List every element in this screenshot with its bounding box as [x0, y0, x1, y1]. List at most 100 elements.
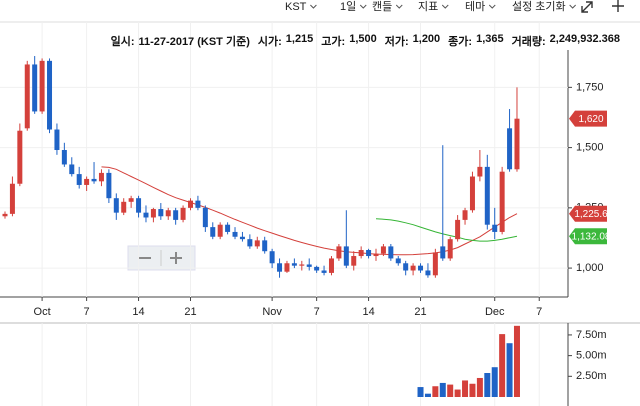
candle-body — [432, 252, 438, 276]
y-tick-label: 1,750 — [576, 81, 604, 93]
info-value: 1,365 — [476, 33, 504, 45]
x-tick-label: Nov — [262, 306, 282, 318]
price-tag-label: 1,225.6 — [574, 209, 608, 220]
toolbar-item[interactable]: 설정 초기화 — [512, 0, 566, 13]
candle-body — [61, 150, 67, 165]
price-tag-label: 1,620 — [578, 114, 603, 125]
candle-body — [284, 263, 290, 272]
candle-body — [492, 224, 498, 232]
candle-body — [507, 128, 513, 170]
add-icon[interactable] — [612, 0, 624, 12]
candle-body — [455, 219, 461, 240]
info-value: 1,500 — [349, 33, 377, 45]
x-tick-label: 14 — [362, 306, 374, 318]
info-label: 저가: — [384, 36, 409, 48]
grid — [0, 22, 568, 406]
price-tag — [569, 228, 607, 245]
candle-body — [477, 166, 483, 177]
x-tick-label: 7 — [84, 306, 90, 318]
y-tick-label: 5.00m — [576, 350, 607, 362]
volume-bar — [484, 373, 491, 397]
volume-bar — [462, 380, 469, 397]
zoom-control[interactable] — [127, 245, 196, 271]
candle-body — [180, 207, 186, 220]
candle-body — [76, 174, 82, 185]
candle-body — [143, 212, 149, 218]
candle-body — [358, 250, 364, 257]
candle-body — [69, 164, 75, 175]
candle-body — [373, 253, 379, 257]
candle-body — [195, 200, 201, 208]
dropdown-chevron — [488, 4, 496, 9]
volume-bar — [499, 334, 506, 397]
toolbar-item[interactable]: 테마 — [465, 0, 485, 13]
dropdown-chevron — [395, 4, 403, 9]
candle-body — [47, 60, 53, 130]
y-tick-label: 7.50m — [576, 329, 607, 341]
candle-body — [499, 171, 505, 232]
info-label: 시가: — [257, 36, 282, 48]
toolbar-item[interactable]: 지표 — [418, 0, 438, 13]
volume-bar — [454, 389, 461, 397]
x-tick-label: 21 — [414, 306, 426, 318]
info-value: 11-27-2017 (KST 기준) — [138, 36, 250, 48]
price-tag-label: 1,132.08 — [572, 231, 611, 242]
candle-body — [136, 198, 142, 213]
candle-body — [39, 60, 45, 112]
candle-body — [91, 178, 97, 182]
info-value: 2,249,932.368 — [549, 33, 620, 45]
candle-body — [395, 258, 401, 264]
candle-body — [247, 239, 253, 247]
info-label: 거래량: — [511, 36, 546, 48]
toolbar-item[interactable]: KST — [285, 1, 307, 13]
candle-body — [32, 64, 38, 112]
candle-body — [425, 270, 431, 276]
toolbar-item[interactable]: 캔들 — [372, 0, 392, 13]
candle-body — [165, 210, 171, 217]
candle-body — [113, 198, 119, 213]
x-tick-label: 14 — [132, 306, 144, 318]
volume-bar — [476, 377, 483, 397]
candle-body — [299, 264, 305, 266]
candle-body — [188, 200, 193, 208]
fullscreen-icon[interactable] — [581, 1, 593, 13]
dropdown-chevron — [359, 4, 367, 9]
x-tick-label: Oct — [34, 306, 51, 318]
candle-body — [343, 246, 349, 266]
dropdown-chevron — [569, 4, 577, 9]
candle-body — [239, 236, 245, 240]
candle-body — [277, 263, 283, 272]
moving-average-line — [101, 166, 518, 256]
candle-body — [469, 176, 475, 211]
candle-body — [2, 213, 8, 217]
volume-bar — [417, 387, 424, 397]
candle-body — [262, 240, 268, 252]
x-tick-label: Dec — [485, 306, 505, 318]
candle-body — [410, 265, 416, 271]
candle-body — [291, 263, 297, 266]
candle-body — [321, 270, 327, 273]
price-tag — [569, 205, 607, 222]
volume-bar — [439, 382, 446, 397]
candle-body — [388, 246, 394, 259]
candle-body — [24, 64, 30, 129]
candle-body — [254, 240, 260, 247]
candle-body — [403, 263, 409, 271]
candle-body — [269, 251, 275, 264]
candle-body — [447, 239, 453, 259]
volume-bar — [432, 386, 439, 397]
x-tick-label: 21 — [184, 306, 196, 318]
dropdown-chevron — [310, 4, 317, 9]
info-label: 종가: — [448, 36, 473, 48]
candle-body — [418, 265, 424, 271]
candle-body — [158, 209, 164, 217]
info-label: 일시: — [110, 36, 135, 48]
info-value: 1,200 — [412, 33, 441, 45]
volume-bar — [491, 367, 498, 397]
toolbar-icons[interactable] — [581, 0, 624, 13]
zoom-in[interactable] — [170, 252, 182, 264]
toolbar-item[interactable]: 1일 — [340, 0, 356, 13]
info-value: 1,215 — [285, 33, 314, 45]
